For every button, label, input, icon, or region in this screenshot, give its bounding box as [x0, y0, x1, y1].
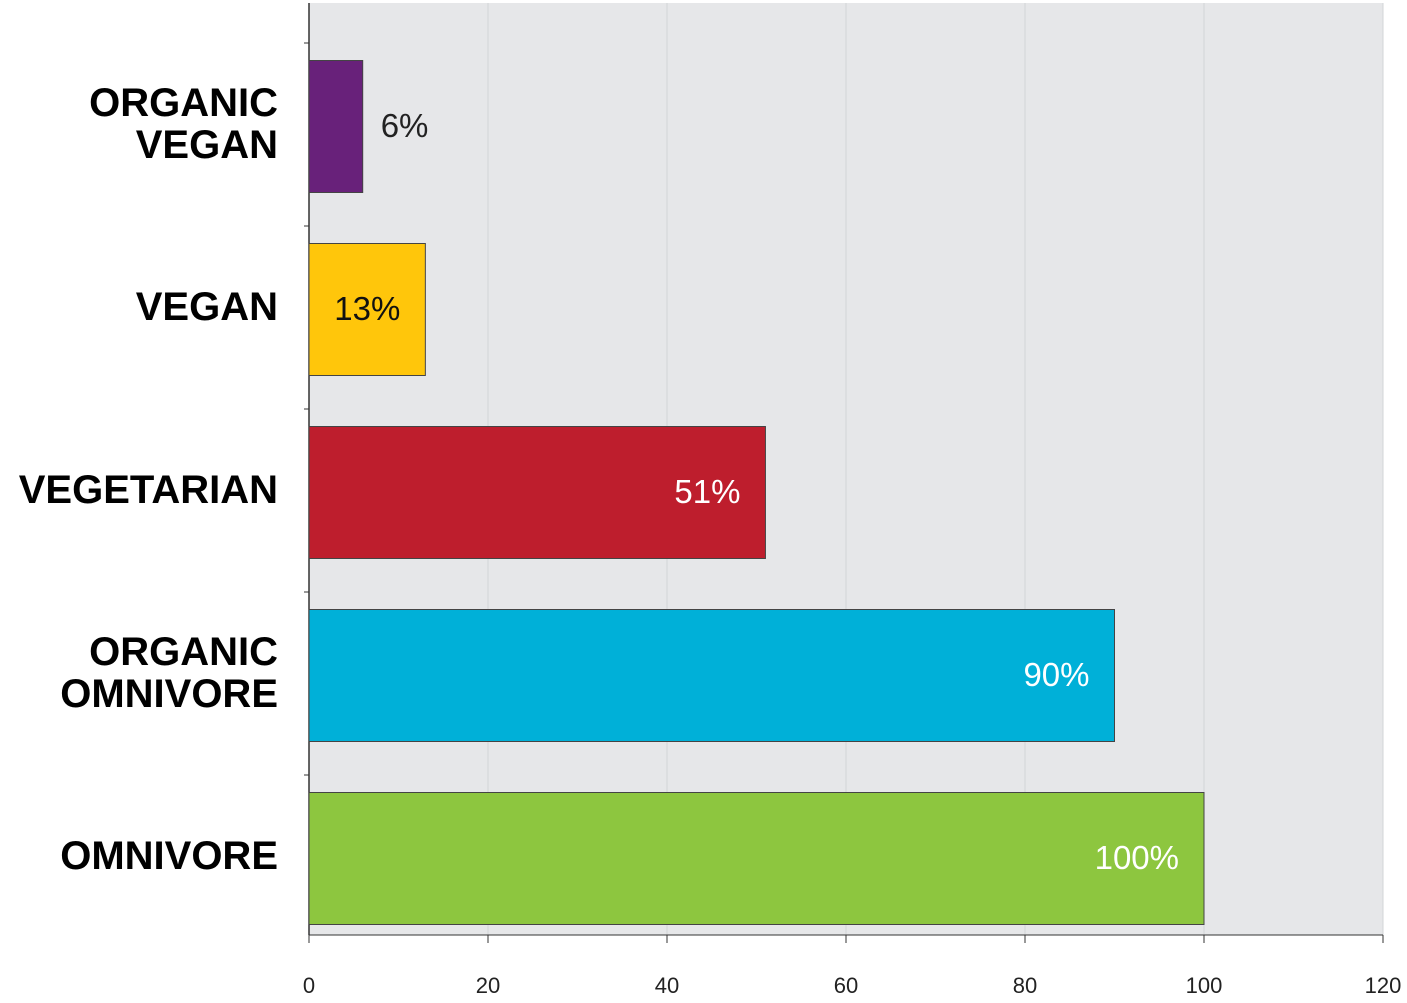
x-tick-label: 120: [1365, 973, 1402, 998]
category-label: ORGANIC: [89, 630, 278, 674]
x-tick-label: 100: [1186, 973, 1223, 998]
value-label: 13%: [334, 290, 400, 327]
bar: [308, 792, 1205, 925]
bar: [308, 609, 1115, 742]
x-tick-label: 60: [834, 973, 858, 998]
category-label: ORGANIC: [89, 81, 278, 125]
category-label: VEGETARIAN: [19, 468, 278, 512]
bar: [308, 426, 766, 559]
value-label: 90%: [1023, 656, 1089, 693]
category-label: OMNIVORE: [60, 672, 278, 716]
category-label: OMNIVORE: [60, 834, 278, 878]
category-label: VEGAN: [136, 123, 278, 167]
bar: [308, 243, 426, 376]
x-tick-label: 0: [303, 973, 315, 998]
value-label: 51%: [674, 473, 740, 510]
x-tick-label: 80: [1013, 973, 1037, 998]
value-label: 100%: [1095, 839, 1179, 876]
bar: [308, 60, 364, 193]
category-label: VEGAN: [136, 285, 278, 329]
value-label: 6%: [381, 107, 429, 144]
x-tick-label: 20: [476, 973, 500, 998]
x-tick-label: 40: [655, 973, 679, 998]
